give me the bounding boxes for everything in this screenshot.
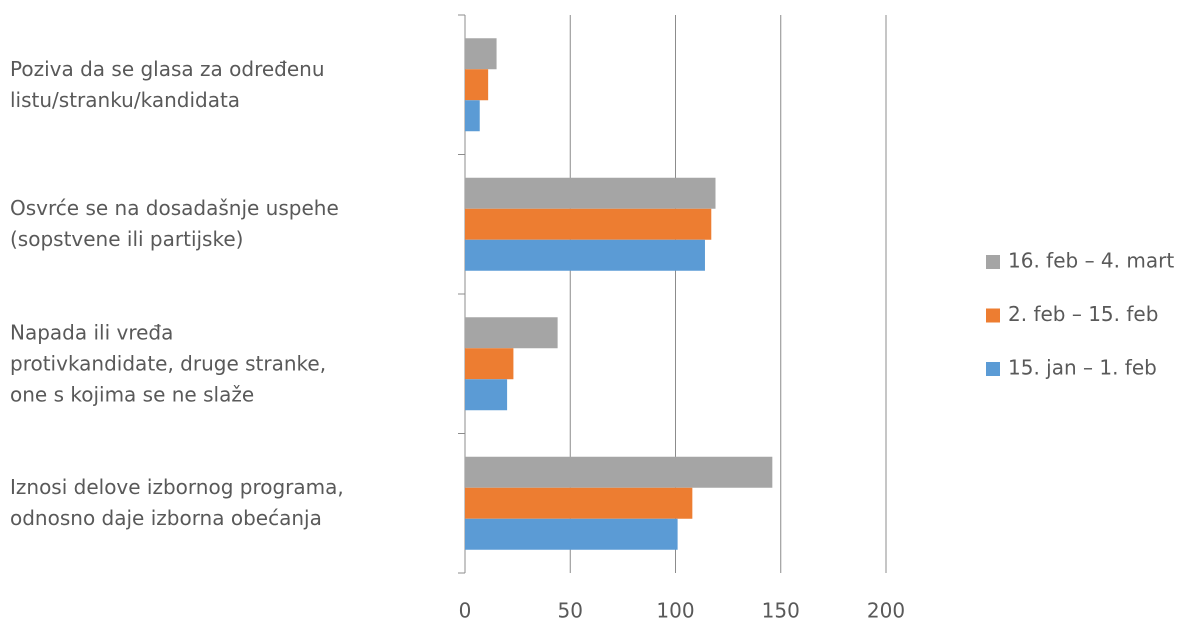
bar [465,100,480,132]
bar [465,208,712,240]
x-tick-label: 0 [459,599,472,623]
bar [465,379,508,411]
bar [465,487,693,519]
bar [465,518,678,550]
bar [465,239,705,271]
legend-swatch [986,362,1000,376]
legend-label: 2. feb – 15. feb [1008,302,1158,326]
bar [465,348,514,380]
bar [465,177,716,209]
legend-label: 15. jan – 1. feb [1008,356,1157,380]
category-label: Osvrće se na dosadašnje uspehe (sopstven… [10,196,339,252]
bar [465,317,558,349]
category-label: Napada ili vređa protivkandidate, druge … [10,320,327,407]
x-tick-label: 100 [656,599,694,623]
bar [465,69,489,101]
legend-label: 16. feb – 4. mart [1008,249,1174,273]
x-tick-label: 50 [558,599,583,623]
legend-swatch [986,308,1000,323]
legend-swatch [986,255,1000,269]
category-label: Poziva da se glasa za određenu listu/str… [10,56,325,112]
bar [465,456,773,488]
bar [465,38,497,70]
x-tick-label: 150 [762,599,800,623]
x-tick-label: 200 [867,599,905,623]
category-label: Iznosi delove izbornog programa, odnosno… [10,475,344,531]
